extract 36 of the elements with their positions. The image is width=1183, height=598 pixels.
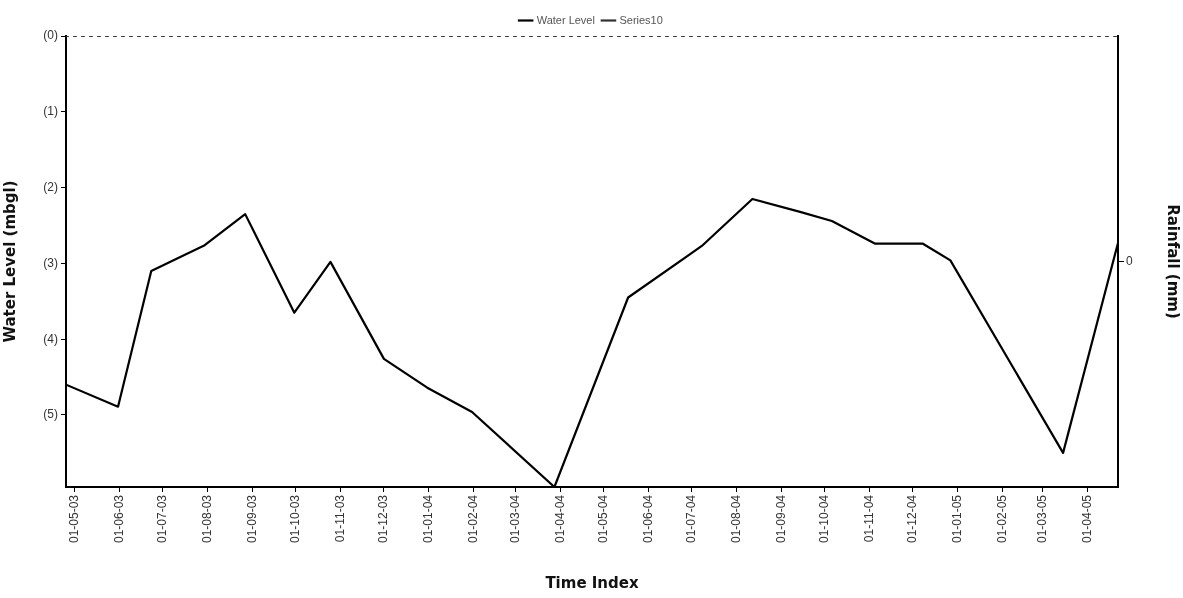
x-tick-label: 01-10-04: [816, 494, 831, 544]
x-tick-label: 01-10-03: [288, 494, 303, 544]
legend-label: Water Level: [536, 13, 595, 26]
x-tick-label: 01-09-03: [244, 494, 259, 544]
x-axis-title: Time Index: [545, 573, 639, 592]
x-tick-label: 01-02-05: [994, 494, 1009, 544]
x-tick-label: 01-04-04: [552, 494, 567, 544]
text: 0: [1126, 253, 1133, 268]
x-tick-label: 01-03-05: [1035, 494, 1050, 544]
x-tick-label: 01-11-04: [861, 494, 876, 543]
y-axis-title: Water Level (mbgl): [0, 180, 19, 343]
x-tick-label: 01-04-05: [1079, 494, 1094, 544]
y-tick-label: (5): [43, 407, 58, 422]
x-tick-label: 01-11-03: [332, 494, 347, 543]
y-tick-label: (0): [43, 28, 58, 43]
x-tick-label: 01-01-05: [949, 494, 964, 544]
y-tick-label: (2): [43, 179, 58, 194]
x-tick-label: 01-06-04: [640, 494, 655, 544]
x-tick-label: 01-07-03: [155, 494, 170, 544]
x-tick-label: 01-05-03: [66, 494, 81, 544]
x-tick-label: 01-08-03: [199, 494, 214, 544]
x-tick-label: 01-03-04: [507, 494, 522, 544]
y2-axis-title: Rainfall (mm): [1164, 204, 1183, 319]
x-tick-label: 01-12-04: [905, 494, 920, 544]
y-tick-label: (1): [43, 104, 58, 119]
y-tick-label: (4): [43, 331, 58, 346]
x-tick-label: 01-01-04: [421, 494, 436, 544]
x-tick-label: 01-02-04: [465, 494, 480, 544]
x-tick-label: 01-06-03: [111, 494, 126, 544]
legend-label: Series10: [619, 13, 663, 26]
x-tick-label: 01-07-04: [684, 494, 699, 544]
x-tick-label: 01-09-04: [773, 494, 788, 544]
x-tick-label: 01-08-04: [728, 494, 743, 544]
y-tick-label: (3): [43, 255, 58, 270]
x-tick-label: 01-05-04: [595, 494, 610, 544]
x-tick-label: 01-12-03: [376, 494, 391, 544]
